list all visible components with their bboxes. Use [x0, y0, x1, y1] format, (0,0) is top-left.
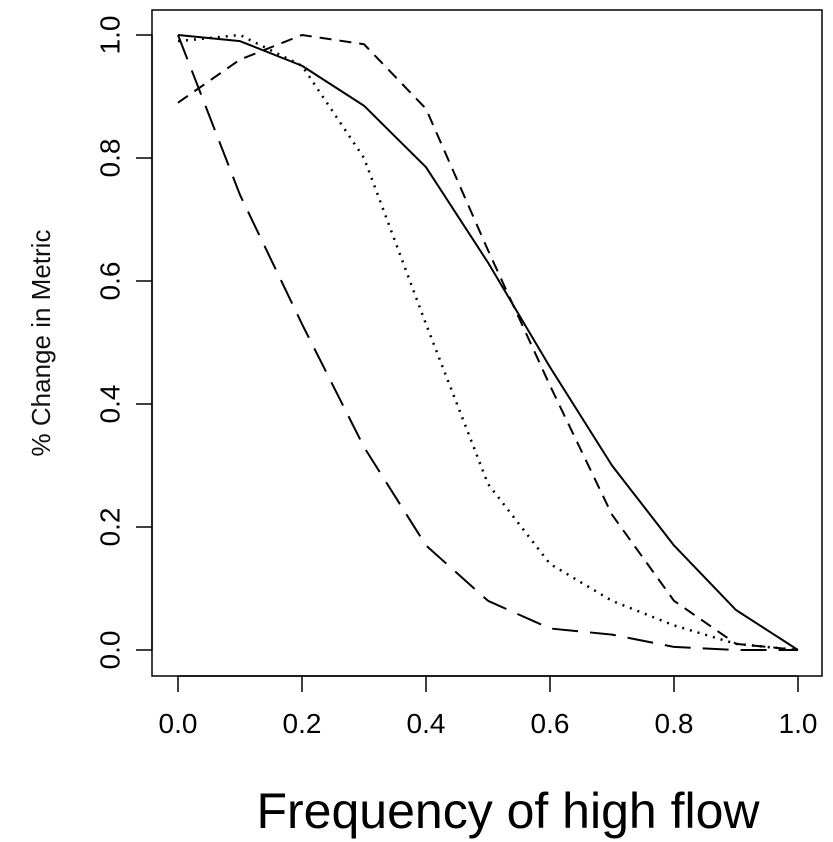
y-tick-label: 0.0: [94, 631, 125, 670]
x-axis-label: Frequency of high flow: [256, 783, 760, 839]
series-line-dashed: [177, 34, 799, 651]
series-line-longdash: [177, 34, 798, 651]
series-line-dotted: [177, 33, 799, 652]
series-line-solid: [177, 34, 799, 651]
series-layer: [177, 33, 799, 652]
x-tick-label: 0.4: [407, 708, 446, 739]
x-tick-label: 0.2: [283, 708, 322, 739]
plot-frame: [151, 9, 823, 677]
y-axis: 0.0 0.2 0.4 0.6 0.8 1.0: [94, 16, 153, 670]
y-tick-label: 1.0: [94, 16, 125, 55]
x-tick-label: 0.8: [655, 708, 694, 739]
y-axis-label: % Change in Metric: [26, 230, 56, 457]
y-tick-label: 0.8: [94, 139, 125, 178]
y-tick-label: 0.2: [94, 508, 125, 547]
x-axis: 0.0 0.2 0.4 0.6 0.8 1.0: [159, 675, 818, 739]
y-tick-label: 0.6: [94, 262, 125, 301]
y-tick-label: 0.4: [94, 385, 125, 424]
x-tick-label: 0.0: [159, 708, 198, 739]
x-tick-label: 0.6: [531, 708, 570, 739]
x-tick-label: 1.0: [779, 708, 818, 739]
